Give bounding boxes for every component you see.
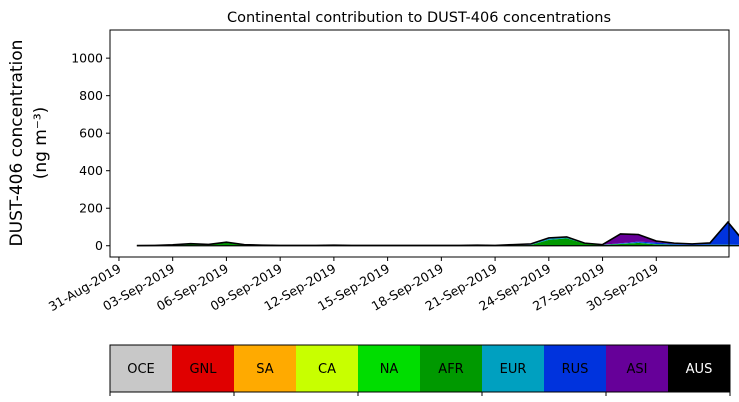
chart-title: Continental contribution to DUST-406 con… — [227, 10, 611, 26]
legend-swatch-na — [358, 345, 420, 392]
area-eur — [136, 237, 739, 246]
legend-swatch-sa — [234, 345, 296, 392]
legend-label-afr: AFR — [438, 362, 463, 377]
y-axis: 0 200 400 600 800 1000 — [71, 51, 110, 253]
legend-swatch-asi — [606, 345, 668, 392]
y-tick-label: 800 — [79, 88, 103, 103]
y-tick-label: 1000 — [71, 51, 103, 66]
legend-swatch-rus — [544, 345, 606, 392]
legend-swatch-afr — [420, 345, 482, 392]
legend-swatch-aus — [668, 345, 730, 392]
area-rus — [136, 222, 739, 246]
y-tick-label: 0 — [95, 238, 103, 253]
stacked-areas — [136, 222, 739, 246]
legend-label-aus: AUS — [686, 362, 713, 377]
legend: OCE GNL SA CA NA AFR EUR RUS ASI AUS — [109, 344, 731, 396]
plot-frame — [109, 29, 730, 258]
y-axis-label: DUST-406 concentration (ng m⁻³) — [7, 40, 51, 247]
y-tick-label: 600 — [79, 126, 103, 141]
total-outline — [136, 220, 739, 247]
legend-label-eur: EUR — [500, 362, 527, 377]
y-tick-label: 400 — [79, 163, 103, 178]
y-tick-label: 200 — [79, 201, 103, 216]
area-aus — [136, 222, 739, 246]
legend-swatch-oce — [110, 345, 172, 392]
legend-label-asi: ASI — [627, 362, 648, 377]
legend-label-sa: SA — [256, 362, 273, 377]
legend-label-ca: CA — [318, 362, 336, 377]
area-afr — [136, 238, 739, 246]
y-axis-label-line2: (ng m⁻³) — [31, 107, 51, 180]
legend-label-rus: RUS — [562, 362, 589, 377]
area-asi — [136, 222, 739, 246]
x-axis: 31-Aug-201903-Sep-201906-Sep-201909-Sep-… — [46, 257, 661, 314]
legend-swatch-gnl — [172, 345, 234, 392]
legend-label-gnl: GNL — [189, 362, 217, 377]
legend-swatch-ca — [296, 345, 358, 392]
y-axis-label-line1: DUST-406 concentration — [7, 40, 27, 247]
legend-label-oce: OCE — [127, 362, 155, 377]
legend-swatch-eur — [482, 345, 544, 392]
total-line — [136, 220, 739, 247]
legend-frame — [109, 344, 731, 393]
legend-label-na: NA — [380, 362, 399, 377]
